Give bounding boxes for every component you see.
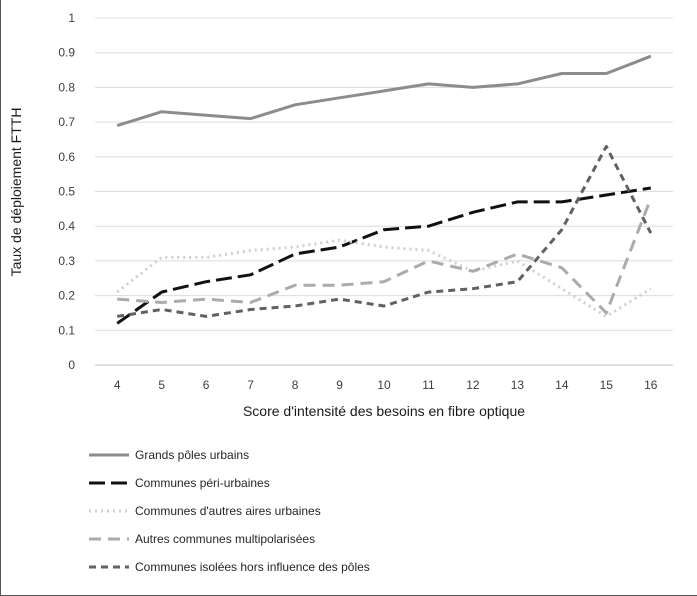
x-tick-label: 10: [377, 378, 391, 392]
y-tick-label: 0.4: [58, 219, 75, 233]
y-axis-title: Taux de déploiement FTTH: [8, 108, 24, 277]
y-tick-label: 0: [68, 358, 75, 372]
y-tick-label: 0.1: [58, 323, 75, 337]
y-tick-label: 0.8: [58, 80, 75, 94]
y-tick-label: 0.5: [58, 185, 75, 199]
x-tick-label: 16: [644, 378, 658, 392]
legend-label: Communes péri-urbaines: [135, 476, 270, 490]
x-axis-title: Score d'intensité des besoins en fibre o…: [243, 403, 525, 419]
x-tick-label: 11: [422, 378, 435, 392]
series-line-4: [117, 197, 653, 315]
legend-label: Grands pôles urbains: [135, 448, 249, 462]
y-tick-label: 0.7: [58, 115, 75, 129]
legend-label: Autres communes multipolarisées: [135, 532, 315, 546]
x-tick-labels: 4 5 6 7 8 9 10 11 12 13 14 15 16: [114, 378, 658, 392]
legend: Grands pôles urbains Communes péri-urbain…: [89, 448, 370, 574]
x-tick-label: 13: [511, 378, 525, 392]
series-line-5: [116, 144, 653, 318]
y-tick-label: 0.2: [58, 289, 75, 303]
x-tick-label: 12: [466, 378, 480, 392]
x-tick-label: 7: [247, 378, 254, 392]
series-line-2: [116, 186, 652, 325]
x-tick-label: 8: [292, 378, 299, 392]
y-tick-label: 0.3: [58, 254, 75, 268]
legend-label: Communes d'autres aires urbaines: [135, 504, 321, 518]
x-tick-label: 15: [600, 378, 614, 392]
x-tick-label: 5: [158, 378, 165, 392]
y-tick-label: 1: [68, 11, 75, 25]
x-tick-label: 9: [336, 378, 343, 392]
gridlines: [95, 17, 673, 366]
y-tick-labels: 0 0.1 0.2 0.3 0.4 0.5 0.6 0.7 0.8 0.9 1: [58, 11, 75, 372]
x-tick-label: 14: [555, 378, 569, 392]
legend-label: Communes isolées hors influence des pôle…: [135, 560, 370, 574]
x-tick-label: 6: [203, 378, 210, 392]
series-line-1: [116, 54, 652, 128]
y-tick-label: 0.9: [58, 46, 75, 60]
x-tick-label: 4: [114, 378, 121, 392]
series-lines: [116, 54, 653, 325]
y-tick-label: 0.6: [58, 150, 75, 164]
